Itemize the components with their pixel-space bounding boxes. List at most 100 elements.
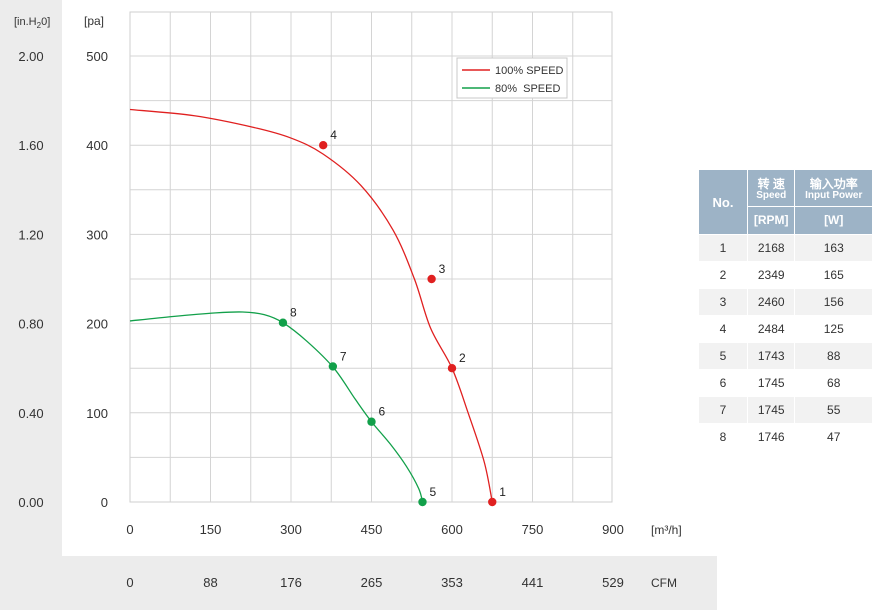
table-row: 3 2460 156 (698, 288, 873, 316)
data-point-label: 1 (499, 485, 506, 499)
y2-unit-label: [in.H20] (14, 16, 50, 30)
table-cell-power: 165 (794, 261, 873, 289)
data-point (418, 497, 427, 507)
table-row: 7 1745 55 (698, 396, 873, 424)
x-tick-label: 450 (361, 522, 383, 537)
y2-tick-label: 0.40 (18, 406, 43, 421)
y-tick-label: 0 (101, 495, 108, 510)
series-line (129, 311, 424, 503)
x2-unit-label: CFM (651, 576, 677, 590)
data-point (278, 318, 288, 327)
x-tick-label: 750 (522, 522, 544, 537)
data-point-label: 7 (340, 349, 347, 363)
data-point-label: 6 (379, 405, 386, 419)
data-point-label: 4 (330, 128, 337, 142)
table-header-speed-en: Speed (756, 190, 787, 202)
y2-tick-label: 0.80 (18, 317, 43, 332)
y-tick-label: 200 (86, 317, 108, 332)
table-cell-no: 7 (698, 396, 748, 424)
table-row: 6 1745 68 (698, 369, 873, 397)
x-tick-label: 0 (126, 522, 133, 537)
table-cell-power: 156 (794, 288, 873, 316)
table-cell-power: 68 (794, 369, 873, 397)
table-cell-no: 5 (698, 342, 748, 370)
data-point (367, 417, 376, 426)
y2-tick-label: 1.20 (18, 227, 43, 242)
y-unit-label: [pa] (84, 14, 104, 28)
data-point (328, 362, 338, 371)
data-point (447, 364, 457, 373)
table-header-speed: 转 速 Speed (746, 169, 796, 207)
table-cell-no: 1 (698, 234, 748, 262)
x-tick-label: 900 (602, 522, 624, 537)
y-tick-label: 400 (86, 138, 108, 153)
table-unit-speed: [RPM] (746, 205, 796, 236)
table-row: 2 2349 165 (698, 261, 873, 289)
table-cell-speed: 1746 (746, 423, 796, 451)
x2-tick-label: 265 (361, 575, 383, 590)
y-tick-label: 100 (86, 406, 108, 421)
x2-tick-label: 529 (602, 575, 624, 590)
table-cell-speed: 2460 (746, 288, 796, 316)
table-cell-power: 55 (794, 396, 873, 424)
table-header-no: No. (698, 169, 748, 235)
legend-label: 80% SPEED (495, 83, 560, 95)
table-unit-power: [W] (794, 205, 873, 236)
data-point-label: 2 (459, 351, 466, 365)
table-cell-no: 2 (698, 261, 748, 289)
x-tick-label: 150 (200, 522, 222, 537)
y-tick-label: 300 (86, 227, 108, 242)
y2-unit-main: [in.H (14, 16, 37, 28)
table-cell-speed: 1745 (746, 396, 796, 424)
table-cell-no: 6 (698, 369, 748, 397)
x-tick-label: 300 (280, 522, 302, 537)
speed-power-table: No. 转 速 Speed 输入功率 Input Power [RPM] [W]… (698, 169, 873, 451)
x-tick-label: 600 (441, 522, 463, 537)
legend-label: 100% SPEED (495, 65, 564, 77)
y2-unit-sub: 2 (37, 21, 42, 30)
table-cell-no: 8 (698, 423, 748, 451)
axes: 01002003004005000.000.400.801.201.602.00… (14, 14, 682, 590)
data-point (319, 141, 328, 150)
x-unit-label: [m³/h] (651, 523, 682, 537)
table-cell-power: 163 (794, 234, 873, 262)
table-cell-no: 4 (698, 315, 748, 343)
data-point (488, 497, 497, 507)
table-cell-speed: 2484 (746, 315, 796, 343)
data-point-label: 5 (429, 485, 436, 499)
series-line (129, 108, 493, 503)
table-cell-power: 125 (794, 315, 873, 343)
x2-tick-label: 0 (126, 575, 133, 590)
curves (129, 108, 493, 503)
table-header-speed-cn: 转 速 (757, 177, 785, 192)
table-header-power-cn: 输入功率 (809, 177, 858, 192)
data-point-label: 8 (290, 306, 297, 320)
x2-tick-label: 176 (280, 575, 302, 590)
table-cell-speed: 1745 (746, 369, 796, 397)
table-row: 1 2168 163 (698, 234, 873, 262)
y-tick-label: 500 (86, 49, 108, 64)
y2-tick-label: 0.00 (18, 495, 43, 510)
x2-tick-label: 353 (441, 575, 463, 590)
y2-tick-label: 1.60 (18, 138, 43, 153)
table-cell-no: 3 (698, 288, 748, 316)
data-point (427, 274, 436, 284)
x2-tick-label: 88 (203, 575, 217, 590)
table-cell-speed: 1743 (746, 342, 796, 370)
table-header-power: 输入功率 Input Power (794, 169, 873, 207)
table-header-power-en: Input Power (805, 190, 863, 202)
grid (129, 11, 613, 503)
table-cell-speed: 2168 (746, 234, 796, 262)
x2-tick-label: 441 (522, 575, 544, 590)
cfm-axis-band (62, 556, 717, 610)
table-cell-speed: 2349 (746, 261, 796, 289)
legend: 100% SPEED 80% SPEED (456, 57, 568, 99)
data-point-label: 3 (439, 262, 446, 276)
left-axis-band (0, 0, 62, 610)
table-cell-power: 88 (794, 342, 873, 370)
data-points: 1 2 3 4 5 6 7 8 (278, 128, 506, 507)
table-body: 1 2168 163 2 2349 165 3 2460 156 4 2484 125 5 1743 88 6… (698, 234, 873, 451)
table-cell-power: 47 (794, 423, 873, 451)
table-row: 5 1743 88 (698, 342, 873, 370)
